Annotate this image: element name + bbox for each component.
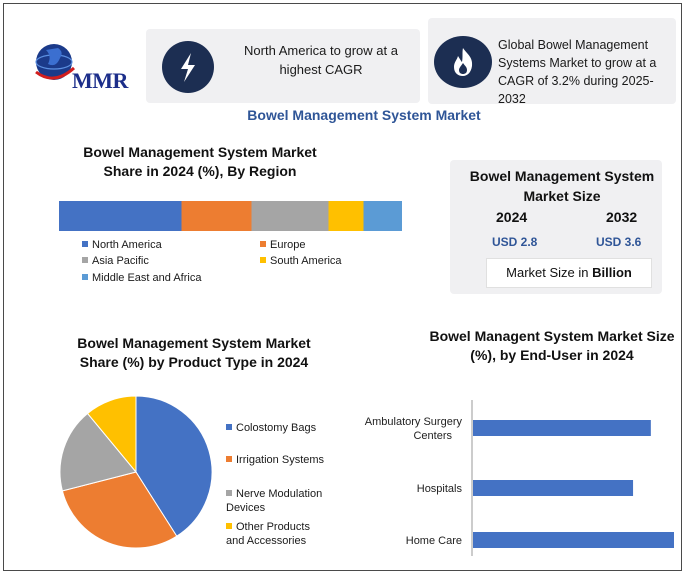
legend-irrigation-systems: Irrigation Systems xyxy=(226,454,324,466)
legend-swatch xyxy=(226,523,232,529)
region-stacked-bar-chart xyxy=(58,199,403,233)
enduser-category-label: Hospitals xyxy=(417,483,463,495)
enduser-category-label: Home Care xyxy=(406,535,462,547)
region-bar-segment-south-america xyxy=(328,201,364,231)
enduser-bar-3 xyxy=(473,532,674,548)
lightning-icon xyxy=(162,41,214,93)
legend-swatch xyxy=(226,490,232,496)
logo: MMR xyxy=(34,40,134,100)
globe-logo-icon xyxy=(35,44,76,80)
callout-north-america: North America to grow at a highest CAGR xyxy=(146,29,420,103)
legend-label: Middle East and Africa xyxy=(92,272,202,284)
callout-north-america-text: North America to grow at a highest CAGR xyxy=(244,43,398,77)
legend-swatch xyxy=(82,257,88,263)
region-bar-segment-middle-east-and-africa xyxy=(363,201,402,231)
legend-colostomy-bags: Colostomy Bags xyxy=(226,422,316,434)
enduser-chart-title: Bowel Managent System Market Size (%), b… xyxy=(429,328,675,363)
logo-text: MMR xyxy=(72,68,128,93)
legend-middle-east-africa: Middle East and Africa xyxy=(82,272,201,284)
legend-label: South America xyxy=(270,255,342,267)
unit-prefix: Market Size in xyxy=(506,265,593,280)
legend-label: Other Products and Accessories xyxy=(226,521,310,547)
pie-slice-other-products-and-accessories xyxy=(86,395,137,474)
region-bar-segment-europe xyxy=(181,201,252,231)
market-size-title: Bowel Management System Market Size xyxy=(469,168,655,204)
main-title: Bowel Management System Market xyxy=(247,107,481,123)
value-2032: USD 3.6 xyxy=(596,235,642,249)
legend-north-america: North America xyxy=(82,239,162,251)
enduser-bar-1 xyxy=(473,420,651,436)
legend-swatch xyxy=(260,241,266,247)
legend-label: Europe xyxy=(270,239,306,251)
legend-other-products: Other Products and Accessories xyxy=(226,520,330,548)
flame-icon xyxy=(434,36,492,88)
region-bar-segment-asia-pacific xyxy=(251,201,329,231)
pie-slice-nerve-modulation-devices xyxy=(59,412,137,492)
legend-swatch xyxy=(82,241,88,247)
year-2024: 2024 xyxy=(496,209,528,225)
enduser-bar-2 xyxy=(473,480,634,496)
value-2024: USD 2.8 xyxy=(492,235,538,249)
legend-label: Asia Pacific xyxy=(92,255,149,267)
legend-label: Colostomy Bags xyxy=(236,422,317,434)
legend-swatch xyxy=(226,456,232,462)
legend-label: Nerve Modulation Devices xyxy=(226,488,323,514)
callout-cagr: Global Bowel Management Systems Market t… xyxy=(428,18,676,106)
unit-bold: Billion xyxy=(592,265,632,280)
region-chart-title: Bowel Management System Market Share in … xyxy=(83,144,317,179)
legend-europe: Europe xyxy=(260,239,305,251)
legend-label: North America xyxy=(92,239,162,251)
infographic-frame: MMR North America to grow at a highest C… xyxy=(3,3,682,571)
legend-swatch xyxy=(82,274,88,280)
market-size-card: Bowel Management System Market Size 2024… xyxy=(450,160,662,294)
product-pie-chart xyxy=(59,395,213,549)
legend-asia-pacific: Asia Pacific xyxy=(82,255,149,267)
legend-swatch xyxy=(226,424,232,430)
legend-nerve-modulation: Nerve Modulation Devices xyxy=(226,487,330,515)
legend-label: Irrigation Systems xyxy=(236,454,325,466)
region-bar-segment-north-america xyxy=(59,201,182,231)
legend-swatch xyxy=(260,257,266,263)
product-chart-title: Bowel Management System Market Share (%)… xyxy=(77,335,311,370)
pie-slice-irrigation-systems xyxy=(61,471,178,549)
market-size-unit-box: Market Size in Billion xyxy=(486,258,652,288)
enduser-category-label: Ambulatory Surgery Centers xyxy=(365,416,463,442)
enduser-bar-chart: Ambulatory Surgery Centers Hospitals Home C… xyxy=(365,400,674,556)
callout-cagr-text: Global Bowel Management Systems Market t… xyxy=(498,38,657,106)
year-2032: 2032 xyxy=(606,209,638,225)
legend-south-america: South America xyxy=(260,255,342,267)
